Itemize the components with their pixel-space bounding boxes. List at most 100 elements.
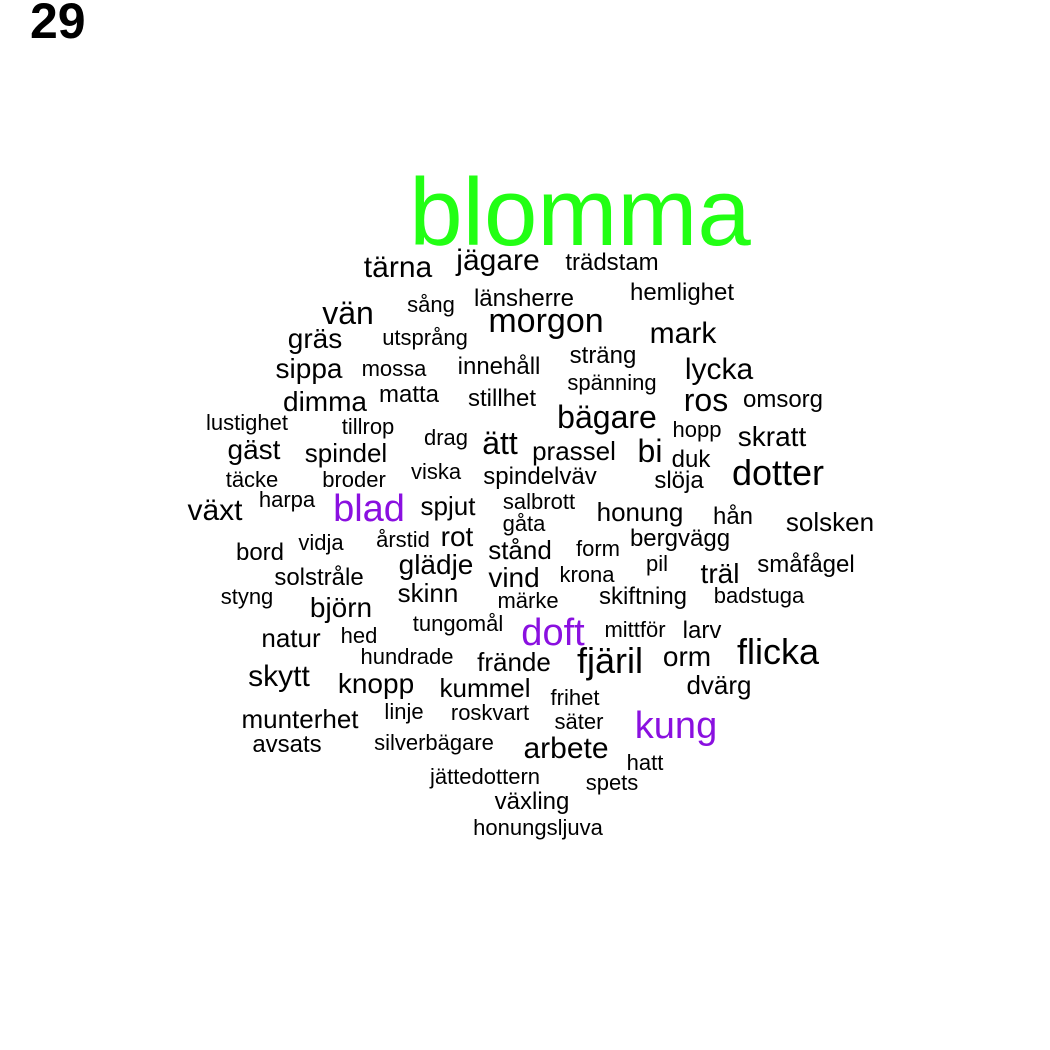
word-lycka: lycka bbox=[684, 353, 754, 386]
word-dvärg: dvärg bbox=[686, 670, 752, 700]
word-spindelväv: spindelväv bbox=[483, 463, 597, 490]
word-matta: matta bbox=[378, 381, 440, 408]
page-number: 29 bbox=[30, 0, 86, 49]
word-glädje: glädje bbox=[398, 549, 474, 580]
word-stånd: stånd bbox=[488, 535, 552, 565]
word-prassel: prassel bbox=[532, 436, 616, 466]
word-badstuga: badstuga bbox=[713, 583, 805, 608]
word-doft: doft bbox=[521, 612, 585, 654]
word-vidja: vidja bbox=[298, 530, 344, 555]
word-björn: björn bbox=[309, 592, 373, 623]
word-gräs: gräs bbox=[287, 323, 343, 354]
word-dimma: dimma bbox=[282, 386, 368, 417]
word-jägare: jägare bbox=[456, 244, 540, 277]
word-spänning: spänning bbox=[567, 370, 657, 395]
word-mossa: mossa bbox=[361, 356, 427, 381]
word-avsats: avsats bbox=[252, 731, 322, 758]
word-bergvägg: bergvägg bbox=[629, 525, 731, 552]
word-arbete: arbete bbox=[523, 732, 609, 765]
word-gåta: gåta bbox=[502, 511, 546, 536]
word-honung: honung bbox=[596, 497, 684, 527]
word-täcke: täcke bbox=[225, 467, 279, 492]
word-harpa: harpa bbox=[258, 487, 316, 512]
word-hed: hed bbox=[340, 623, 378, 648]
word-skratt: skratt bbox=[737, 421, 807, 452]
word-hemlighet: hemlighet bbox=[629, 279, 735, 306]
word-duk: duk bbox=[671, 446, 711, 473]
word-säter: säter bbox=[554, 709, 604, 734]
word-larv: larv bbox=[682, 617, 722, 644]
word-tärna: tärna bbox=[363, 251, 433, 284]
word-salbrott: salbrott bbox=[502, 489, 576, 514]
word-tillrop: tillrop bbox=[341, 414, 395, 439]
word-lustighet: lustighet bbox=[206, 410, 288, 435]
word-ätt: ätt bbox=[482, 425, 518, 461]
word-mark: mark bbox=[649, 317, 717, 350]
word-kung: kung bbox=[634, 705, 718, 747]
word-honungsljuva: honungsljuva bbox=[473, 815, 603, 840]
word-bi: bi bbox=[637, 433, 663, 469]
word-bägare: bägare bbox=[557, 399, 657, 435]
word-tungomål: tungomål bbox=[412, 611, 504, 636]
word-blomma: blomma bbox=[409, 159, 751, 266]
word-solsken: solsken bbox=[785, 507, 875, 537]
word-innehåll: innehåll bbox=[457, 353, 541, 380]
word-ros: ros bbox=[683, 382, 729, 418]
word-hopp: hopp bbox=[672, 417, 722, 442]
word-årstid: årstid bbox=[376, 527, 430, 552]
word-munterhet: munterhet bbox=[241, 704, 359, 734]
word-drag: drag bbox=[423, 425, 469, 450]
word-slöja: slöja bbox=[654, 467, 704, 494]
word-länsherre: länsherre bbox=[473, 285, 575, 312]
word-skinn: skinn bbox=[397, 578, 459, 608]
word-flicka: flicka bbox=[736, 631, 820, 672]
word-roskvart: roskvart bbox=[450, 700, 530, 725]
word-trädstam: trädstam bbox=[565, 249, 659, 276]
word-växt: växt bbox=[187, 494, 243, 527]
word-knopp: knopp bbox=[337, 668, 415, 699]
word-pil: pil bbox=[645, 551, 669, 576]
word-viska: viska bbox=[410, 459, 462, 484]
word-växling: växling bbox=[494, 788, 570, 815]
word-märke: märke bbox=[497, 588, 559, 613]
word-styng: styng bbox=[220, 584, 274, 609]
word-jättedottern: jättedottern bbox=[429, 764, 541, 789]
word-form: form bbox=[576, 536, 620, 561]
word-blad: blad bbox=[333, 488, 405, 530]
word-träl: träl bbox=[700, 558, 740, 589]
word-silverbägare: silverbägare bbox=[374, 730, 494, 755]
word-stillhet: stillhet bbox=[467, 385, 537, 412]
word-solstråle: solstråle bbox=[274, 564, 364, 591]
word-vind: vind bbox=[488, 562, 540, 593]
word-fjäril: fjäril bbox=[576, 640, 644, 681]
word-spets: spets bbox=[585, 770, 639, 795]
word-sträng: sträng bbox=[569, 342, 637, 369]
word-krona: krona bbox=[559, 562, 615, 587]
word-orm: orm bbox=[662, 641, 712, 672]
word-frihet: frihet bbox=[550, 685, 600, 710]
word-hån: hån bbox=[712, 503, 754, 530]
word-spjut: spjut bbox=[420, 491, 476, 521]
word-sippa: sippa bbox=[275, 353, 343, 384]
word-linje: linje bbox=[384, 699, 424, 724]
word-omsorg: omsorg bbox=[742, 386, 824, 413]
word-hatt: hatt bbox=[626, 750, 664, 775]
word-spindel: spindel bbox=[304, 438, 388, 468]
word-frände: frände bbox=[477, 647, 551, 677]
word-skytt: skytt bbox=[248, 660, 310, 693]
word-skiftning: skiftning bbox=[598, 583, 688, 610]
word-morgon: morgon bbox=[488, 302, 604, 340]
word-vän: vän bbox=[322, 295, 374, 331]
word-sång: sång bbox=[407, 292, 455, 317]
word-småfågel: småfågel bbox=[757, 551, 855, 578]
word-mittför: mittför bbox=[604, 617, 666, 642]
word-kummel: kummel bbox=[439, 673, 531, 703]
word-rot: rot bbox=[440, 521, 474, 552]
word-bord: bord bbox=[235, 539, 285, 566]
word-dotter: dotter bbox=[731, 452, 825, 493]
word-utsprång: utsprång bbox=[382, 325, 468, 350]
word-natur: natur bbox=[261, 623, 321, 653]
word-gäst: gäst bbox=[227, 434, 281, 465]
word-hundrade: hundrade bbox=[360, 644, 454, 669]
